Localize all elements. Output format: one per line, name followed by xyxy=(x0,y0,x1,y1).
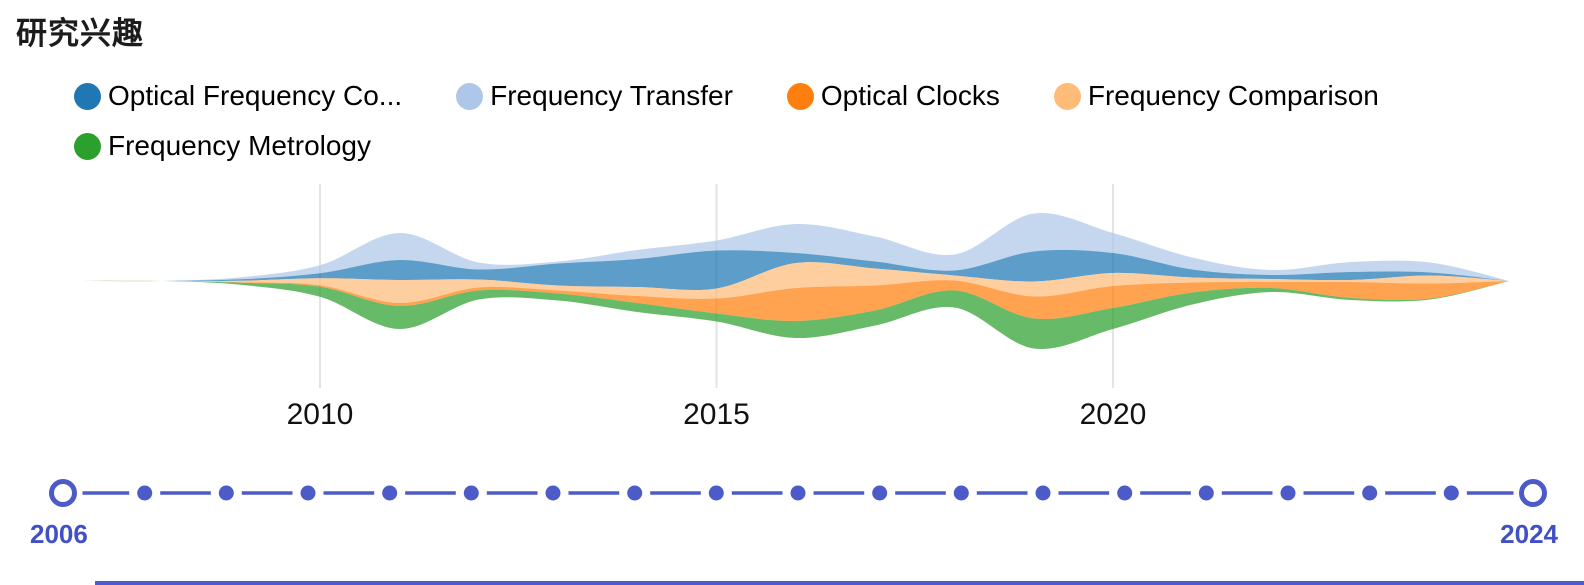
stream-layer-optical-clocks[interactable] xyxy=(2,280,1510,322)
timeline-year-dot[interactable] xyxy=(1443,485,1459,501)
timeline-year-dot[interactable] xyxy=(953,485,969,501)
chart-legend: Optical Frequency Co... Frequency Transfe… xyxy=(0,80,1510,162)
timeline-year-dot[interactable] xyxy=(1362,485,1378,501)
stream-layer-optical-frequency-co[interactable] xyxy=(2,249,1510,291)
x-axis-tick-label: 2010 xyxy=(287,398,354,430)
legend-swatch-icon xyxy=(74,82,101,110)
legend-item[interactable]: Frequency Metrology xyxy=(74,130,371,162)
timeline-year-dot[interactable] xyxy=(137,485,153,501)
streamgraph-chart: 2010 2015 2020 xyxy=(2,184,1510,430)
legend-swatch-icon xyxy=(456,82,484,110)
bottom-accent-bar xyxy=(95,581,1584,585)
legend-item[interactable]: Optical Frequency Co... xyxy=(74,80,402,112)
x-axis-tick-label: 2015 xyxy=(683,398,750,430)
x-axis-tick-label: 2020 xyxy=(1080,398,1147,430)
timeline-year-dot[interactable] xyxy=(872,485,888,501)
legend-swatch-icon xyxy=(786,82,814,110)
timeline-year-dot[interactable] xyxy=(1280,485,1296,501)
stream-layer-frequency-transfer[interactable] xyxy=(2,212,1510,282)
legend-item-label: Frequency Transfer xyxy=(490,80,733,111)
timeline-year-dot[interactable] xyxy=(463,485,479,501)
stream-layer-frequency-comparison[interactable] xyxy=(2,262,1510,304)
stream-layers xyxy=(2,212,1510,350)
timeline-year-dot[interactable] xyxy=(300,485,316,501)
legend-item-label: Frequency Metrology xyxy=(108,130,372,162)
timeline-year-dot[interactable] xyxy=(1035,485,1051,501)
timeline-start-label: 2006 xyxy=(30,519,88,549)
timeline-year-dot[interactable] xyxy=(1198,485,1214,501)
legend-item[interactable]: Frequency Transfer xyxy=(456,80,733,112)
timeline-year-dot[interactable] xyxy=(382,485,398,501)
legend-item-label: Optical Frequency Co... xyxy=(108,80,403,111)
x-axis-labels: 2010 2015 2020 xyxy=(287,398,1147,430)
timeline-end-label: 2024 xyxy=(1500,519,1558,549)
legend-item[interactable]: Frequency Comparison xyxy=(1053,80,1379,112)
page-title: 研究兴趣 xyxy=(16,16,144,51)
timeline-handle-start[interactable] xyxy=(49,479,77,507)
legend-item[interactable]: Optical Clocks xyxy=(786,80,1000,112)
timeline-year-dot[interactable] xyxy=(545,485,561,501)
timeline-year-dot[interactable] xyxy=(218,485,234,501)
legend-item-label: Optical Clocks xyxy=(820,80,1000,111)
legend-swatch-icon xyxy=(74,132,101,160)
legend-swatch-icon xyxy=(1053,82,1081,110)
timeline-year-dot[interactable] xyxy=(790,485,806,501)
legend-item-label: Frequency Comparison xyxy=(1087,80,1379,111)
timeline-year-dot[interactable] xyxy=(627,485,643,501)
timeline-slider xyxy=(49,479,1547,507)
timeline-year-dot[interactable] xyxy=(708,485,724,501)
timeline-handle-end[interactable] xyxy=(1519,479,1547,507)
timeline-year-dot[interactable] xyxy=(1117,485,1133,501)
